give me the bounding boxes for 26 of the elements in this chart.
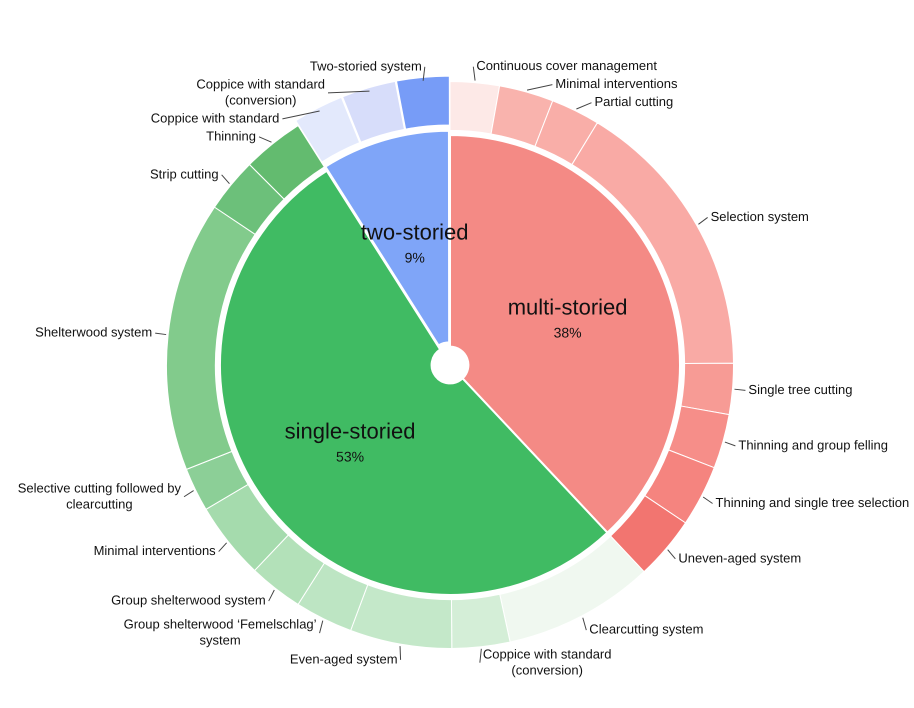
slice-label: Uneven-aged system [678,550,802,566]
slice-label: Coppice with standard (conversion) [482,646,612,678]
data-label: 9% [404,249,425,266]
slice-label: Shelterwood system [35,324,152,340]
slice-label: Continuous cover management [476,58,658,74]
slice-label: Even-aged system [290,651,398,666]
slice-label: Coppice with standard [150,110,280,126]
slice-label: Strip cutting [150,166,219,182]
slice-label: Group shelterwood ‘Femelschlag’ system [124,616,317,648]
slice-label: Thinning and single tree selection [716,495,910,510]
data-label: 38% [554,324,582,340]
slice-label: Minimal interventions [94,543,216,558]
slice-label: Selective cutting followed by clearcutting [18,480,182,512]
slice-label: Thinning and group felling [738,437,888,452]
data-label: 53% [336,448,364,464]
slice-label: Selection system [710,209,809,224]
slice-label: Thinning [206,128,256,144]
slice-label: Single tree cutting [748,382,852,397]
slice-label: multi-storied [508,294,628,320]
slice-label: Group shelterwood system [111,592,266,608]
slice-label: Coppice with standard (conversion) [196,76,326,108]
slice-label: Partial cutting [594,94,674,110]
slice-label: single-storied [284,418,416,444]
slice-label: Two-storied system [310,58,422,74]
slice-label: Minimal interventions [555,76,678,92]
slice-label: Clearcutting system [589,622,704,637]
